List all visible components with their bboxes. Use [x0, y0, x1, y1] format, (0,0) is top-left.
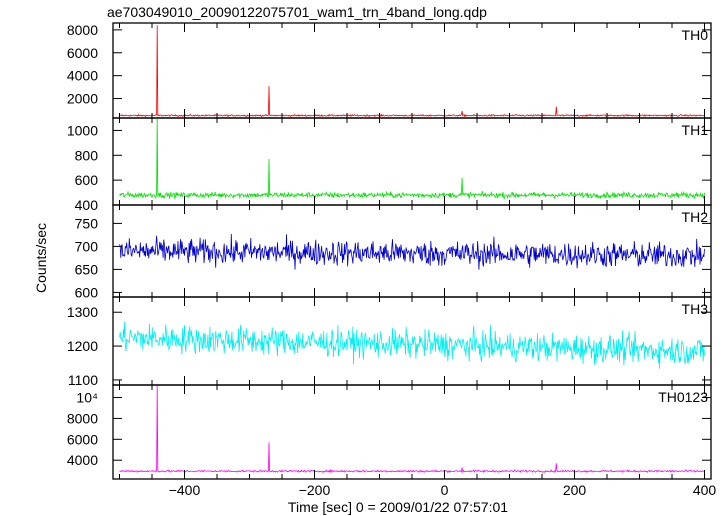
y-tick-label: 10⁴ — [76, 390, 98, 406]
panel-label: TH2 — [682, 209, 709, 225]
series-line-th0 — [119, 25, 705, 118]
panel-frame — [112, 384, 712, 480]
panel-label: TH0123 — [658, 389, 708, 405]
series-line-th2 — [119, 233, 705, 270]
x-axis-label: Time [sec] 0 = 2009/01/22 07:57:01 — [288, 499, 508, 515]
x-tick-label: 0 — [441, 482, 449, 498]
panel-label: TH3 — [682, 301, 709, 317]
series-line-th1 — [119, 118, 705, 200]
y-tick-label: 750 — [75, 215, 99, 231]
y-tick-label: 800 — [75, 147, 99, 163]
y-tick-label: 8000 — [67, 22, 98, 38]
panel-th1: 400 600 800 1000 TH1 — [67, 117, 712, 213]
y-tick-label: 600 — [75, 284, 99, 300]
y-tick-label: 650 — [75, 261, 99, 277]
y-tick-label: 700 — [75, 238, 99, 254]
panel-label: TH1 — [682, 122, 709, 138]
panel-th0123: 4000 6000 8000 10⁴ TH0123 — [67, 384, 712, 480]
panel-th0: 2000 4000 6000 8000 TH0 — [67, 22, 712, 119]
y-tick-label: 400 — [75, 197, 99, 213]
panel-label: TH0 — [682, 27, 709, 43]
x-axis: −400 −200 0 200 400 — [169, 482, 717, 498]
panel-th3: 1100 1200 1300 TH3 — [67, 296, 712, 388]
y-tick-label: 6000 — [67, 45, 98, 61]
y-tick-label: 1300 — [67, 304, 98, 320]
x-tick-label: −200 — [299, 482, 331, 498]
panel-frame — [112, 22, 712, 119]
x-tick-label: −400 — [169, 482, 201, 498]
y-tick-label: 2000 — [67, 91, 98, 107]
y-tick-label: 600 — [75, 172, 99, 188]
x-tick-label: 400 — [693, 482, 717, 498]
y-tick-label: 8000 — [67, 410, 98, 426]
y-axis-label: Counts/sec — [33, 223, 49, 293]
panel-th2: 600 650 700 750 TH2 — [75, 204, 712, 300]
series-line-th0123 — [119, 385, 705, 474]
panel-stack: 2000 4000 6000 8000 TH0 400 600 800 1000 TH1 600 65… — [67, 22, 712, 480]
panel-frame — [112, 117, 712, 206]
y-tick-label: 4000 — [67, 68, 98, 84]
y-tick-label: 1200 — [67, 338, 98, 354]
y-tick-label: 4000 — [67, 452, 98, 468]
series-line-th3 — [119, 321, 705, 369]
y-tick-label: 1100 — [68, 372, 98, 388]
y-tick-label: 1000 — [67, 122, 98, 138]
y-tick-label: 6000 — [67, 431, 98, 447]
chart-title: ae703049010_20090122075701_wam1_trn_4ban… — [107, 4, 487, 20]
x-tick-label: 200 — [563, 482, 587, 498]
